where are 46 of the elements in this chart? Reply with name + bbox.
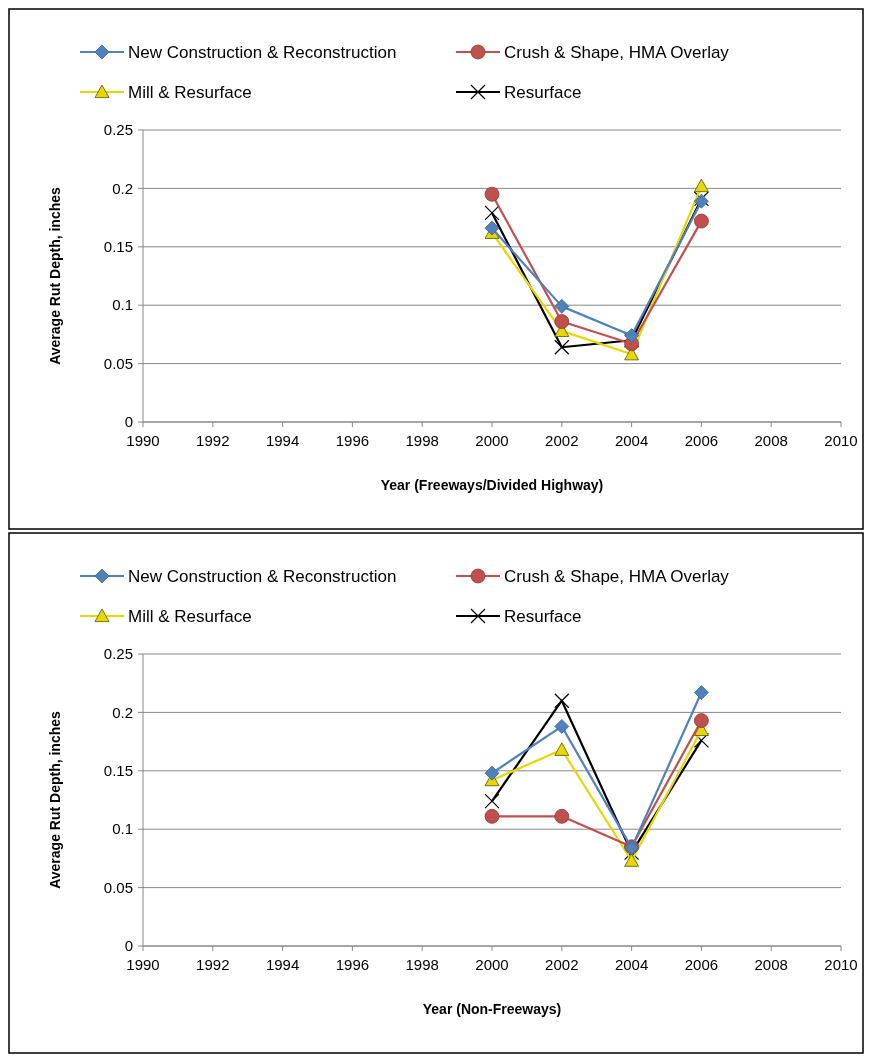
x-tick-label: 1996: [335, 956, 370, 973]
y-tick-label: 0: [124, 413, 133, 431]
x-tick-label: 2004: [614, 956, 649, 973]
y-tick-label: 0.25: [103, 121, 133, 139]
y-tick-label: 0.2: [112, 703, 133, 721]
y-tick-label: 0.15: [103, 762, 133, 780]
x-tick-label: 2010: [824, 956, 858, 973]
x-tick-label: 2006: [684, 432, 719, 449]
x-tick-label: 2004: [614, 432, 649, 449]
y-tick-label: 0.05: [103, 354, 133, 372]
y-tick-label: 0.1: [112, 296, 133, 314]
x-tick-label: 1994: [265, 432, 300, 449]
y-axis-title: Average Rut Depth, inches: [47, 710, 63, 889]
x-axis-title: Year (Freeways/Divided Highway): [380, 477, 604, 493]
legend-label: New Construction & Reconstruction: [128, 566, 397, 586]
y-tick-label: 0.25: [103, 645, 133, 663]
x-tick-label: 2002: [545, 956, 579, 973]
legend-label: New Construction & Reconstruction: [128, 42, 397, 62]
x-tick-label: 2008: [754, 432, 788, 449]
x-tick-label: 2008: [754, 956, 788, 973]
x-tick-label: 2006: [684, 956, 719, 973]
x-tick-label: 1992: [196, 956, 230, 973]
x-tick-label: 2000: [475, 432, 509, 449]
x-tick-label: 1990: [126, 432, 160, 449]
y-tick-label: 0.1: [112, 820, 133, 838]
x-tick-label: 2002: [545, 432, 579, 449]
legend-label: Resurface: [504, 82, 582, 102]
y-axis-title: Average Rut Depth, inches: [47, 186, 63, 365]
x-axis-title: Year (Non-Freeways): [422, 1001, 562, 1017]
y-tick-label: 0.05: [103, 878, 133, 896]
x-tick-label: 1994: [265, 956, 300, 973]
legend-label: Resurface: [504, 606, 582, 626]
y-tick-label: 0.15: [103, 238, 133, 256]
x-tick-label: 2010: [824, 432, 858, 449]
x-tick-label: 1996: [335, 432, 370, 449]
legend-label: Mill & Resurface: [128, 606, 252, 626]
x-tick-label: 1998: [405, 956, 439, 973]
legend-label: Crush & Shape, HMA Overlay: [504, 42, 730, 62]
x-tick-label: 2000: [475, 956, 509, 973]
legend-label: Mill & Resurface: [128, 82, 252, 102]
legend-label: Crush & Shape, HMA Overlay: [504, 566, 730, 586]
x-tick-label: 1992: [196, 432, 230, 449]
x-tick-label: 1998: [405, 432, 439, 449]
y-tick-label: 0: [124, 937, 133, 955]
y-tick-label: 0.2: [112, 179, 133, 197]
x-tick-label: 1990: [126, 956, 160, 973]
